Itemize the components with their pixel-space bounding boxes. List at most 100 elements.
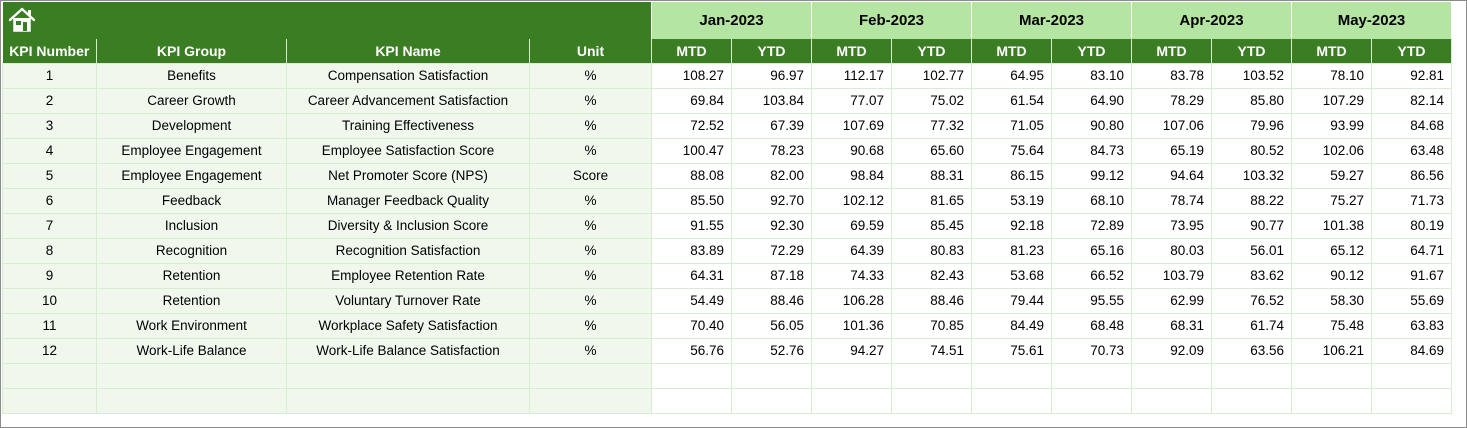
ytd-value-cell[interactable]: 66.52 [1051,262,1132,289]
ytd-value-cell[interactable]: 76.52 [1211,287,1292,314]
mtd-value-cell[interactable]: 68.31 [1131,312,1212,339]
mtd-value-cell[interactable]: 65.19 [1131,137,1212,164]
kpi-number-cell[interactable]: 11 [2,312,97,339]
ytd-value-cell[interactable]: 80.52 [1211,137,1292,164]
kpi-name-cell[interactable]: Work-Life Balance Satisfaction [286,337,530,364]
kpi-name-cell[interactable] [286,362,530,389]
ytd-value-cell[interactable]: 82.43 [891,262,972,289]
ytd-value-cell[interactable] [1371,362,1452,389]
mtd-value-cell[interactable]: 83.89 [651,237,732,264]
mtd-value-cell[interactable]: 112.17 [811,62,892,89]
col-header-kpi-name[interactable]: KPI Name [286,39,530,63]
kpi-group-cell[interactable]: Recognition [96,237,287,264]
ytd-value-cell[interactable]: 79.96 [1211,112,1292,139]
col-header-mtd[interactable]: MTD [971,39,1052,63]
ytd-value-cell[interactable]: 88.46 [731,287,812,314]
mtd-value-cell[interactable] [971,387,1052,414]
ytd-value-cell[interactable]: 74.51 [891,337,972,364]
ytd-value-cell[interactable]: 92.70 [731,187,812,214]
kpi-number-cell[interactable] [2,387,97,414]
ytd-value-cell[interactable]: 82.14 [1371,87,1452,114]
mtd-value-cell[interactable]: 78.74 [1131,187,1212,214]
ytd-value-cell[interactable]: 84.69 [1371,337,1452,364]
ytd-value-cell[interactable]: 83.10 [1051,62,1132,89]
kpi-name-cell[interactable]: Net Promoter Score (NPS) [286,162,530,189]
mtd-value-cell[interactable] [651,387,732,414]
mtd-value-cell[interactable]: 72.52 [651,112,732,139]
kpi-group-cell[interactable] [96,362,287,389]
mtd-value-cell[interactable]: 90.12 [1291,262,1372,289]
mtd-value-cell[interactable]: 58.30 [1291,287,1372,314]
mtd-value-cell[interactable]: 71.05 [971,112,1052,139]
kpi-name-cell[interactable] [286,387,530,414]
mtd-value-cell[interactable]: 53.19 [971,187,1052,214]
mtd-value-cell[interactable]: 83.78 [1131,62,1212,89]
ytd-value-cell[interactable] [731,362,812,389]
ytd-value-cell[interactable]: 61.74 [1211,312,1292,339]
unit-cell[interactable]: Score [529,162,652,189]
ytd-value-cell[interactable]: 91.67 [1371,262,1452,289]
ytd-value-cell[interactable]: 102.77 [891,62,972,89]
mtd-value-cell[interactable] [1291,387,1372,414]
ytd-value-cell[interactable]: 68.48 [1051,312,1132,339]
mtd-value-cell[interactable]: 107.06 [1131,112,1212,139]
mtd-value-cell[interactable]: 91.55 [651,212,732,239]
ytd-value-cell[interactable]: 84.68 [1371,112,1452,139]
ytd-value-cell[interactable]: 55.69 [1371,287,1452,314]
mtd-value-cell[interactable]: 65.12 [1291,237,1372,264]
kpi-number-cell[interactable]: 10 [2,287,97,314]
ytd-value-cell[interactable]: 63.83 [1371,312,1452,339]
col-header-ytd[interactable]: YTD [1371,39,1452,63]
mtd-value-cell[interactable]: 53.68 [971,262,1052,289]
kpi-name-cell[interactable]: Manager Feedback Quality [286,187,530,214]
mtd-value-cell[interactable]: 85.50 [651,187,732,214]
mtd-value-cell[interactable]: 79.44 [971,287,1052,314]
kpi-group-cell[interactable]: Retention [96,262,287,289]
ytd-value-cell[interactable]: 80.83 [891,237,972,264]
kpi-group-cell[interactable]: Feedback [96,187,287,214]
mtd-value-cell[interactable]: 106.28 [811,287,892,314]
mtd-value-cell[interactable]: 102.06 [1291,137,1372,164]
ytd-value-cell[interactable]: 85.80 [1211,87,1292,114]
kpi-number-cell[interactable]: 3 [2,112,97,139]
kpi-name-cell[interactable]: Recognition Satisfaction [286,237,530,264]
ytd-value-cell[interactable]: 52.76 [731,337,812,364]
ytd-value-cell[interactable]: 96.97 [731,62,812,89]
ytd-value-cell[interactable]: 103.32 [1211,162,1292,189]
mtd-value-cell[interactable]: 74.33 [811,262,892,289]
kpi-number-cell[interactable]: 9 [2,262,97,289]
kpi-group-cell[interactable]: Inclusion [96,212,287,239]
kpi-group-cell[interactable]: Employee Engagement [96,162,287,189]
ytd-value-cell[interactable]: 81.65 [891,187,972,214]
kpi-name-cell[interactable]: Employee Satisfaction Score [286,137,530,164]
kpi-number-cell[interactable]: 8 [2,237,97,264]
mtd-value-cell[interactable]: 73.95 [1131,212,1212,239]
mtd-value-cell[interactable]: 69.59 [811,212,892,239]
mtd-value-cell[interactable]: 88.08 [651,162,732,189]
ytd-value-cell[interactable]: 82.00 [731,162,812,189]
ytd-value-cell[interactable]: 85.45 [891,212,972,239]
mtd-value-cell[interactable]: 64.31 [651,262,732,289]
kpi-name-cell[interactable]: Compensation Satisfaction [286,62,530,89]
mtd-value-cell[interactable]: 107.29 [1291,87,1372,114]
ytd-value-cell[interactable]: 90.77 [1211,212,1292,239]
kpi-number-cell[interactable]: 6 [2,187,97,214]
mtd-value-cell[interactable]: 108.27 [651,62,732,89]
mtd-value-cell[interactable]: 61.54 [971,87,1052,114]
mtd-value-cell[interactable]: 98.84 [811,162,892,189]
mtd-value-cell[interactable] [1131,362,1212,389]
col-header-kpi-group[interactable]: KPI Group [96,39,287,63]
mtd-value-cell[interactable]: 77.07 [811,87,892,114]
ytd-value-cell[interactable]: 78.23 [731,137,812,164]
kpi-group-cell[interactable]: Work Environment [96,312,287,339]
mtd-value-cell[interactable]: 75.48 [1291,312,1372,339]
col-header-mtd[interactable]: MTD [811,39,892,63]
kpi-name-cell[interactable]: Employee Retention Rate [286,262,530,289]
unit-cell[interactable] [529,387,652,414]
unit-cell[interactable]: % [529,337,652,364]
mtd-value-cell[interactable]: 59.27 [1291,162,1372,189]
ytd-value-cell[interactable]: 63.56 [1211,337,1292,364]
ytd-value-cell[interactable]: 80.19 [1371,212,1452,239]
mtd-value-cell[interactable]: 81.23 [971,237,1052,264]
unit-cell[interactable]: % [529,187,652,214]
